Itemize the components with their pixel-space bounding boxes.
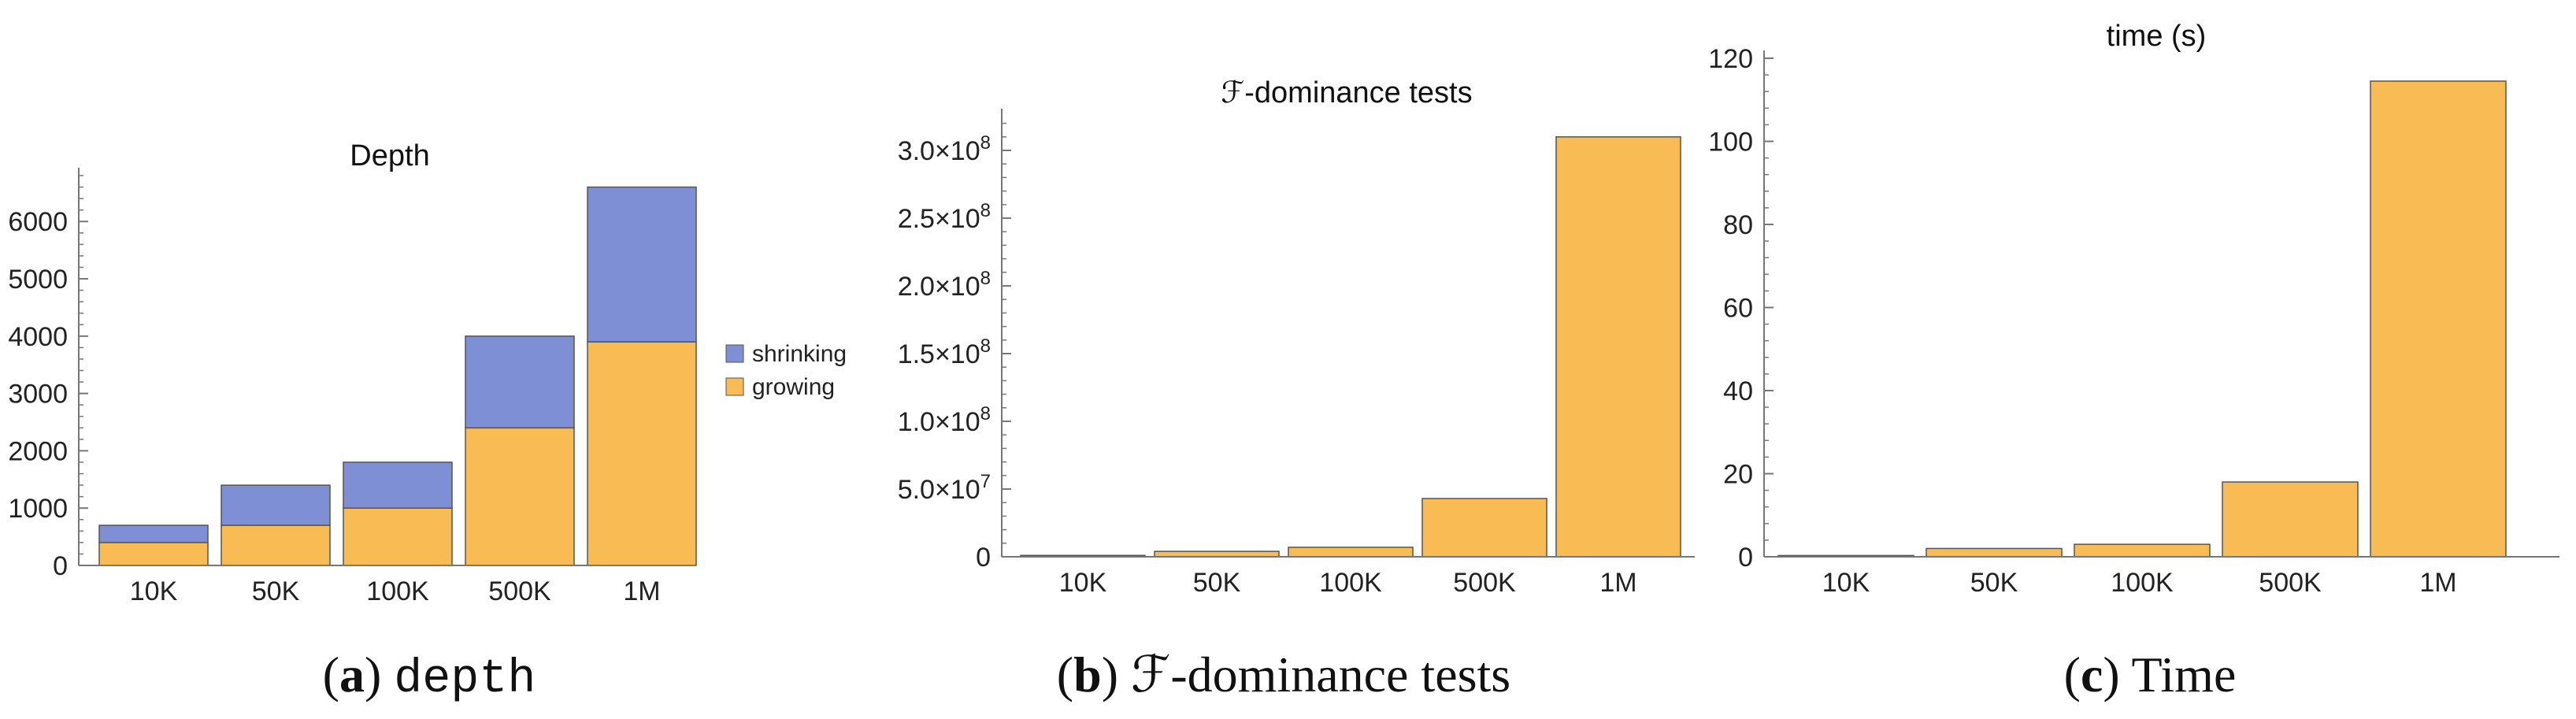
y-tick-label: 1.0×108 (898, 403, 991, 437)
x-tick-label: 50K (252, 576, 300, 606)
bar-500k (2222, 481, 2359, 558)
bar-shrinking-50k (221, 484, 331, 526)
y-tick-label: 4000 (8, 322, 68, 352)
y-tick-label: 60 (1723, 294, 1753, 324)
y-tick-label: 0 (53, 551, 68, 581)
caption-c-text: Time (2132, 647, 2237, 702)
depth-bars (98, 186, 697, 566)
dominance-axes: 10K 50K 100K 500K 1M 0 5.0×107 1.0×108 1.5×108 2.… (898, 109, 1695, 598)
y-tick-label: 80 (1723, 210, 1753, 240)
dominance-bars (1020, 136, 1681, 558)
chart-title-time: time (s) (2107, 20, 2207, 53)
svg-text:(c) Time: (c) Time (2064, 647, 2237, 702)
y-tick-label: 5000 (8, 265, 68, 295)
x-tick-label: 50K (1193, 568, 1241, 598)
bar-100k (1288, 547, 1414, 558)
y-tick-label: 40 (1723, 376, 1753, 406)
chart-dominance-tests: ℱ-dominance tests 10K 50K 100K 500K 1M 0 5.0×1… (898, 76, 1695, 598)
y-tick-label: 1000 (8, 494, 68, 524)
x-tick-label: 100K (1319, 568, 1382, 598)
y-tick-label: 100 (1708, 128, 1753, 158)
bar-growing-1m (587, 341, 697, 566)
chart-time: time (s) 10K 50K 100K 500K 1M 0 20 40 60 80 100 120 (1708, 20, 2559, 598)
caption-b: (b) ℱ-dominance tests (1057, 647, 1510, 702)
caption-a: (a) depth (323, 647, 536, 706)
legend: shrinking growing (725, 341, 847, 400)
depth-axes: 10K 50K 100K 500K 1M 0 1000 2000 3000 4000 5000 600… (8, 168, 693, 606)
x-tick-label: 500K (2259, 568, 2322, 598)
caption-b-tag: b (1073, 647, 1102, 702)
bar-growing-500k (465, 427, 575, 566)
bar-1m (2370, 80, 2507, 558)
y-tick-label: 5.0×107 (898, 471, 991, 505)
legend-label-growing: growing (752, 374, 835, 400)
bar-shrinking-500k (465, 335, 575, 429)
x-tick-label: 10K (1059, 568, 1107, 598)
time-bars (1777, 80, 2507, 558)
x-tick-label: 100K (2111, 568, 2174, 598)
y-tick-label: 3.0×108 (898, 132, 991, 166)
x-tick-label: 100K (366, 576, 429, 606)
y-tick-label: 3000 (8, 380, 68, 410)
legend-swatch-shrinking (725, 344, 744, 363)
legend-swatch-growing (725, 377, 744, 396)
bar-growing-100k (343, 507, 453, 566)
bar-50k (1154, 550, 1280, 558)
caption-a-tag: a (339, 647, 365, 702)
x-tick-label: 10K (130, 576, 178, 606)
y-tick-label: 120 (1708, 44, 1753, 74)
bar-100k (2074, 543, 2211, 558)
y-tick-label: 2.0×108 (898, 268, 991, 302)
legend-label-shrinking: shrinking (752, 341, 847, 367)
time-axes: 10K 50K 100K 500K 1M 0 20 40 60 80 100 120 (1708, 44, 2559, 598)
x-tick-label: 50K (1970, 568, 2018, 598)
y-tick-label: 2000 (8, 436, 68, 466)
svg-text:(a) depth: (a) depth (323, 647, 536, 706)
caption-c-tag: c (2081, 647, 2103, 702)
chart-depth: Depth 10K 50K 100K 500K 1M 0 1000 2000 3000 4000 5… (8, 139, 847, 606)
chart-title-depth: Depth (350, 139, 429, 172)
y-tick-label: 0 (976, 543, 991, 573)
svg-text:(b) ℱ-dominance tests: (b) ℱ-dominance tests (1057, 647, 1510, 702)
bar-growing-50k (221, 524, 331, 566)
bar-shrinking-100k (343, 461, 453, 509)
caption-b-text: ℱ-dominance tests (1131, 647, 1510, 702)
x-tick-label: 1M (2419, 568, 2456, 598)
bar-500k (1421, 498, 1547, 558)
chart-title-dominance: ℱ-dominance tests (1221, 76, 1472, 109)
bar-50k (1926, 547, 2063, 558)
x-tick-label: 1M (1599, 568, 1636, 598)
y-tick-label: 1.5×108 (898, 335, 991, 369)
bar-shrinking-1m (587, 186, 697, 343)
x-tick-label: 1M (623, 576, 660, 606)
bar-1m (1555, 136, 1681, 558)
caption-c: (c) Time (2064, 647, 2237, 702)
caption-a-text: depth (394, 653, 536, 706)
x-tick-label: 10K (1822, 568, 1870, 598)
y-tick-label: 2.5×108 (898, 200, 991, 234)
bar-shrinking-10k (98, 524, 209, 543)
bar-growing-10k (98, 542, 209, 566)
y-tick-label: 20 (1723, 460, 1753, 490)
y-tick-label: 0 (1738, 543, 1753, 573)
x-tick-label: 500K (488, 576, 551, 606)
x-tick-label: 500K (1453, 568, 1516, 598)
y-tick-label: 6000 (8, 207, 68, 237)
